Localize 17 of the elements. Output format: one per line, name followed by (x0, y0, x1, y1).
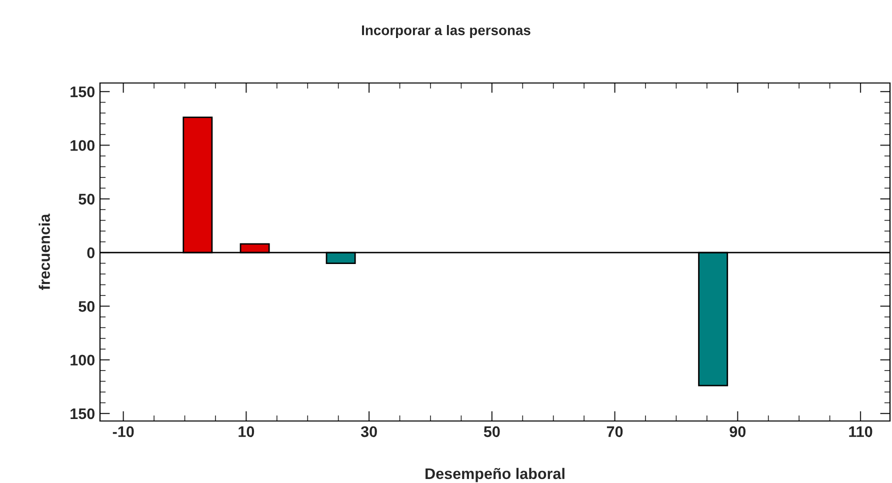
y-tick-label: 100 (70, 140, 95, 151)
y-axis-title: frecuencia (38, 214, 50, 290)
x-tick-label: 50 (484, 426, 500, 438)
y-tick-label: 150 (70, 408, 95, 420)
x-tick-label: 30 (360, 426, 377, 438)
y-tick-label: 150 (70, 86, 95, 98)
x-tick-label: -10 (112, 426, 134, 438)
y-tick-label: 0 (87, 247, 95, 258)
x-tick-label: 10 (238, 426, 254, 438)
y-tick-label: 100 (70, 354, 95, 366)
x-tick-label: 90 (730, 426, 746, 438)
chart-title: Incorporar a las personas (362, 25, 530, 38)
y-tick-label: 50 (78, 301, 95, 312)
y-tick-label: 50 (78, 194, 95, 205)
x-tick-label: 70 (606, 426, 623, 438)
x-tick-label: 110 (849, 426, 872, 438)
x-axis-title: Desempeño laboral (426, 468, 564, 482)
